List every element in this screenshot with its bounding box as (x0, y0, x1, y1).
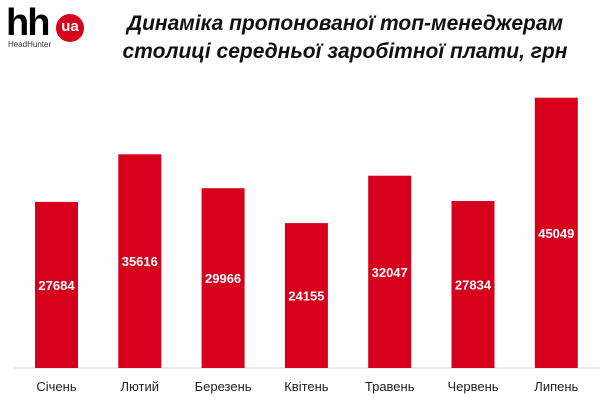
chart-title-line-2: столиці середньої заробітної плати, грн (122, 40, 568, 63)
bar-value-label-1: 27684 (38, 278, 75, 293)
bar-2 (118, 154, 162, 368)
bar-value-label-7: 45049 (538, 226, 574, 241)
logo-ua-badge: ua (56, 14, 84, 42)
bar-value-label-2: 35616 (122, 254, 158, 269)
bar-3 (201, 188, 245, 368)
bar-7 (534, 97, 578, 368)
bar-4 (284, 223, 328, 368)
chart-title: Динаміка пропонованої топ-менеджерам сто… (90, 10, 600, 66)
category-label-4: Квітень (284, 379, 329, 394)
bar-value-label-3: 29966 (205, 271, 241, 286)
bar-value-label-4: 24155 (288, 289, 324, 304)
bar-6 (451, 201, 495, 368)
bar-1 (35, 201, 78, 368)
bars-group: 27684 Січень 35616 Лютий 29966 Березень 24155 К… (35, 97, 579, 394)
category-label-5: Травень (365, 379, 415, 394)
chart-title-line-1: Динаміка пропонованої топ-менеджерам (126, 12, 564, 35)
bar-5 (368, 175, 412, 368)
category-label-1: Січень (36, 379, 76, 394)
bar-value-label-6: 27834 (455, 278, 492, 293)
bar-value-label-5: 32047 (372, 265, 408, 280)
category-label-2: Лютий (121, 379, 159, 394)
logo-subtitle: HeadHunter (8, 40, 52, 49)
category-label-6: Червень (447, 379, 498, 394)
category-label-3: Березень (195, 379, 252, 394)
logo-hh-text: hh (6, 2, 50, 44)
category-label-7: Липень (534, 379, 578, 394)
headhunter-logo: hh ua HeadHunter (6, 2, 86, 50)
